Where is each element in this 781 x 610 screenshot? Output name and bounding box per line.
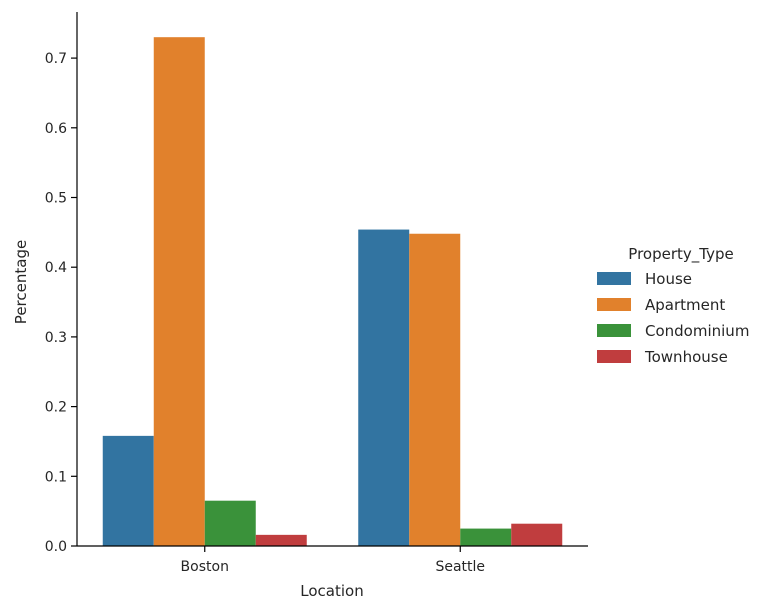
x-tick-label: Boston	[181, 559, 229, 575]
x-ticks-group: Boston Seattle	[181, 546, 485, 575]
y-tick-label: 0.4	[45, 260, 67, 276]
bar-condominium-seattle	[460, 528, 512, 546]
legend-label-house: House	[645, 270, 692, 288]
y-tick-label: 0.3	[45, 330, 67, 346]
bar-apartment-seattle	[409, 233, 461, 547]
bars-group	[102, 37, 563, 547]
legend-swatch-condominium	[597, 324, 631, 337]
legend-title: Property_Type	[628, 245, 733, 264]
legend-swatch-apartment	[597, 298, 631, 311]
bar-townhouse-boston	[255, 534, 307, 546]
bar-townhouse-seattle	[511, 523, 563, 546]
y-tick-label: 0.5	[45, 191, 67, 207]
legend-label-apartment: Apartment	[645, 296, 725, 314]
bar-apartment-boston	[153, 37, 205, 546]
legend-label-condominium: Condominium	[645, 322, 749, 340]
legend: Property_Type House Apartment Condominium T…	[597, 245, 749, 366]
y-tick-label: 0.6	[45, 121, 67, 137]
y-tick-label: 0.2	[45, 400, 67, 416]
y-axis-title: Percentage	[12, 240, 30, 324]
x-tick-label: Seattle	[435, 559, 485, 575]
legend-swatch-townhouse	[597, 350, 631, 363]
y-tick-label: 0.0	[45, 539, 67, 555]
bar-house-seattle	[358, 229, 410, 546]
bar-house-boston	[102, 435, 154, 546]
x-axis-title: Location	[300, 582, 363, 600]
legend-label-townhouse: Townhouse	[644, 348, 728, 366]
y-ticks-group: 0.0 0.1 0.2 0.3 0.4 0.5 0.6 0.7	[45, 51, 77, 555]
bar-condominium-boston	[204, 500, 256, 546]
legend-swatch-house	[597, 272, 631, 285]
y-tick-label: 0.1	[45, 469, 67, 485]
y-tick-label: 0.7	[45, 51, 67, 67]
